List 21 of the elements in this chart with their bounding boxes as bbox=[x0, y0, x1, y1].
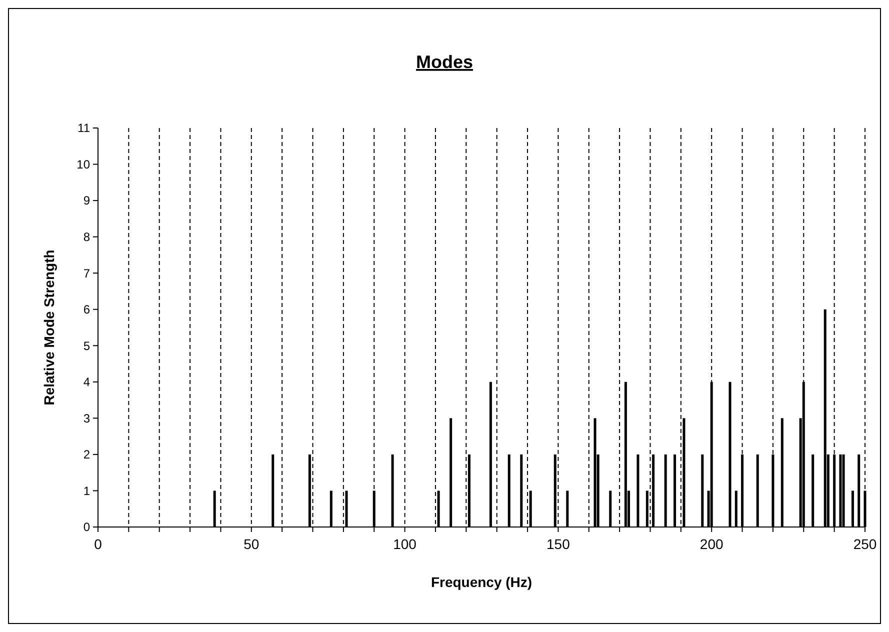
y-tick-label: 8 bbox=[83, 230, 90, 244]
y-tick-label: 3 bbox=[83, 411, 90, 426]
y-tick-label: 11 bbox=[78, 121, 90, 136]
y-tick-label: 7 bbox=[83, 266, 90, 280]
y-tick-label: 6 bbox=[83, 302, 90, 317]
y-axis-title: Relative Mode Strength bbox=[41, 250, 57, 406]
x-tick-label: 150 bbox=[546, 536, 570, 552]
x-tick-label: 100 bbox=[393, 536, 417, 552]
y-tick-label: 2 bbox=[83, 448, 90, 462]
y-tick-label: 10 bbox=[76, 157, 90, 172]
chart-title: Modes bbox=[416, 52, 474, 72]
y-tick-label: 5 bbox=[83, 338, 90, 353]
x-tick-label: 250 bbox=[853, 536, 877, 552]
y-tick-label: 9 bbox=[83, 194, 90, 208]
y-tick-label: 0 bbox=[83, 520, 90, 534]
x-tick-label: 50 bbox=[244, 536, 260, 552]
y-tick-label: 1 bbox=[83, 484, 90, 498]
x-tick-label: 0 bbox=[94, 536, 102, 552]
x-tick-label: 200 bbox=[700, 536, 724, 552]
y-tick-label: 4 bbox=[83, 375, 90, 390]
x-axis-title: Frequency (Hz) bbox=[430, 574, 532, 590]
